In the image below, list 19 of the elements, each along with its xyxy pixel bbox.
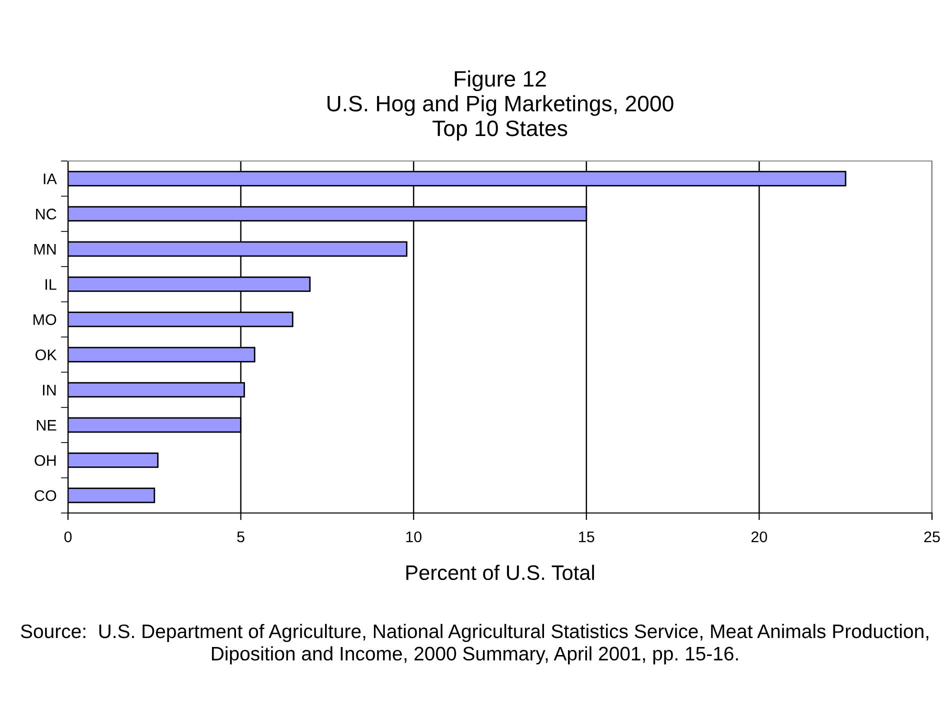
y-tick-label: IL	[46, 279, 56, 290]
y-tick-label: OK	[36, 349, 57, 360]
y-tick-label: OH	[34, 455, 56, 466]
y-tick-label: NE	[36, 420, 56, 431]
y-tick-label: NC	[36, 208, 56, 220]
x-tick-label: 25	[924, 531, 940, 542]
x-tick-label: 10	[406, 531, 422, 542]
y-tick-label: MO	[34, 314, 56, 326]
y-tick-label: MN	[34, 244, 56, 255]
chart-title: Figure 12 U.S. Hog and Pig Marketings, 2000 Top 10 States	[328, 70, 674, 141]
source-note: Source: U.S. Department of Agriculture, National Agricultural Statistics Service, Meat Animals Production, Diposition and Income, 2000 Summary, April 2001, pp. 15-16.	[20, 624, 928, 664]
y-tick-label: CO	[34, 490, 56, 502]
x-tick-label: 20	[751, 531, 768, 542]
x-tick-label: 15	[579, 532, 594, 542]
y-tick-label: IN	[43, 384, 56, 396]
y-tick-label: IA	[44, 174, 57, 184]
x-tick-label: 5	[237, 532, 244, 542]
x-axis-title: Percent of U.S. Total	[406, 564, 594, 580]
x-tick-label: 0	[64, 531, 72, 542]
